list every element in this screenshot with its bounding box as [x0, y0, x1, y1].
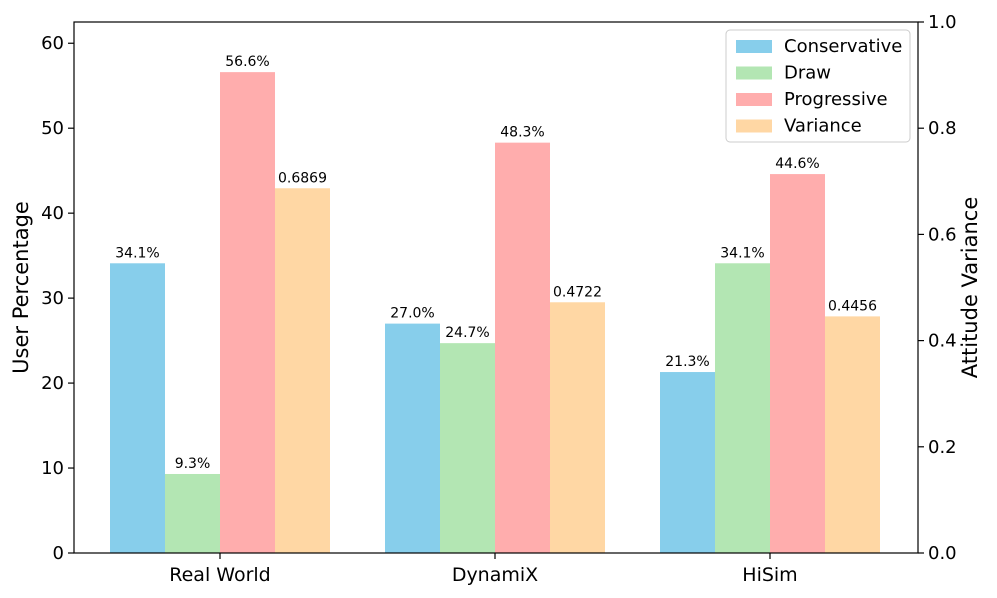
data-label: 0.4722	[553, 284, 602, 300]
data-label: 0.6869	[278, 170, 327, 186]
legend-entry: Conservative	[784, 36, 902, 57]
legend-swatch	[736, 66, 772, 80]
legend-entry: Draw	[784, 63, 831, 84]
plot-frame	[73, 21, 919, 554]
right-tick-label: 0.0	[928, 543, 957, 564]
bar-progressive-dynamix	[495, 142, 550, 554]
right-tick-label: 1.0	[928, 12, 957, 33]
legend-entry: Variance	[784, 116, 862, 137]
right-tick-label: 0.4	[928, 331, 957, 352]
legend-swatch	[736, 119, 772, 133]
left-axis-label: User Percentage	[9, 201, 33, 374]
legend-swatch	[736, 40, 772, 53]
data-label: 24.7%	[445, 325, 489, 341]
left-tick-label: 20	[41, 373, 64, 394]
bar-conservative-real-world	[110, 263, 165, 553]
bar-variance-hisim	[825, 316, 880, 553]
data-label: 44.6%	[775, 156, 819, 172]
legend-swatch	[736, 93, 772, 106]
data-label: 34.1%	[115, 245, 159, 261]
right-tick-label: 0.8	[928, 118, 957, 139]
left-tick-label: 50	[41, 118, 64, 139]
left-tick-label: 60	[41, 33, 64, 54]
legend: Conservative Draw Progressive Variance	[725, 29, 911, 143]
bar-variance-dynamix	[550, 302, 605, 553]
bar-variance-real-world	[275, 188, 330, 553]
left-tick-label: 10	[41, 458, 64, 479]
left-tick-label: 0	[53, 543, 64, 564]
data-labels-layer: 34.1% 27.0% 21.3% 9.3% 24.7% 34.1% 56.6% 48.3% 4…	[115, 54, 877, 472]
data-label: 0.4456	[828, 298, 877, 314]
data-label: 48.3%	[500, 125, 544, 141]
left-axis-ticks: 0 10 20 30 40 50 60	[41, 33, 74, 564]
legend-entry: Progressive	[784, 89, 888, 110]
x-tick-label: DynamiX	[452, 564, 538, 586]
legend-box	[725, 29, 911, 143]
bar-draw-hisim	[715, 263, 770, 553]
data-label: 21.3%	[665, 354, 709, 370]
right-axis-ticks: 0.0 0.2 0.4 0.6 0.8 1.0	[918, 12, 957, 564]
x-axis-ticks: Real World DynamiX HiSim	[169, 553, 798, 586]
left-tick-label: 30	[41, 288, 64, 309]
bar-progressive-hisim	[770, 174, 825, 553]
right-tick-label: 0.2	[928, 437, 957, 458]
x-tick-label: Real World	[169, 564, 270, 586]
data-label: 9.3%	[175, 456, 211, 472]
right-axis-label: Attitude Variance	[958, 197, 982, 378]
right-tick-label: 0.6	[928, 224, 957, 245]
bar-conservative-hisim	[660, 372, 715, 553]
bar-conservative-dynamix	[385, 323, 440, 553]
bar-draw-real-world	[165, 473, 220, 553]
bars-layer	[110, 72, 880, 554]
data-label: 34.1%	[720, 245, 764, 261]
data-label: 27.0%	[390, 306, 434, 322]
bar-progressive-real-world	[220, 72, 275, 553]
left-tick-label: 40	[41, 203, 64, 224]
bar-draw-dynamix	[440, 343, 495, 553]
x-tick-label: HiSim	[742, 564, 797, 586]
data-label: 56.6%	[225, 54, 269, 70]
